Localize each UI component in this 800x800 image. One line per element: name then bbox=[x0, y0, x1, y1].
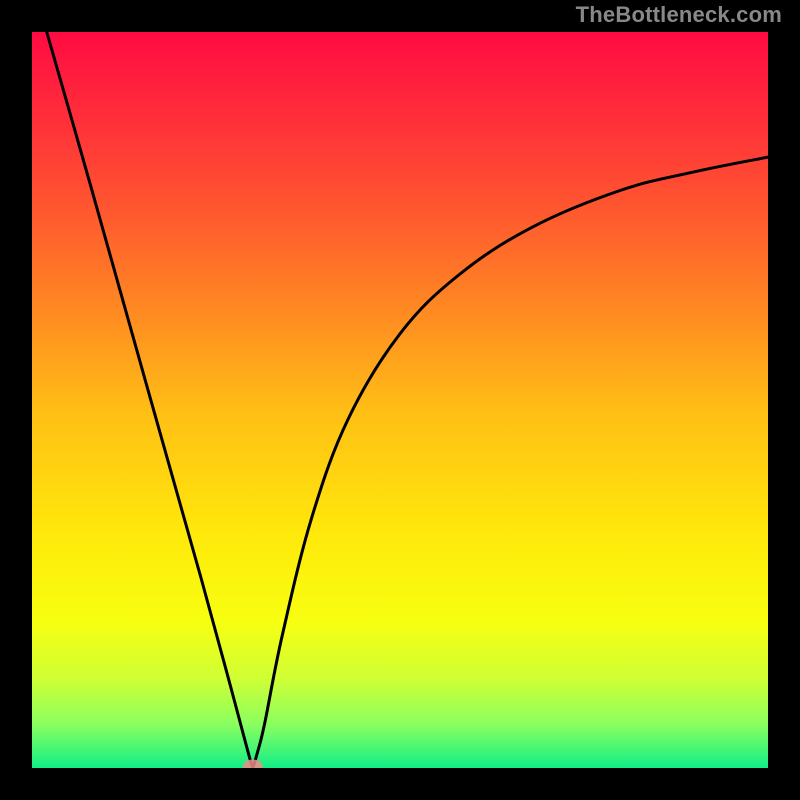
plot-area bbox=[32, 32, 768, 768]
chart-frame: TheBottleneck.com bbox=[0, 0, 800, 800]
watermark-text: TheBottleneck.com bbox=[576, 2, 782, 28]
vertex-marker bbox=[32, 32, 768, 768]
